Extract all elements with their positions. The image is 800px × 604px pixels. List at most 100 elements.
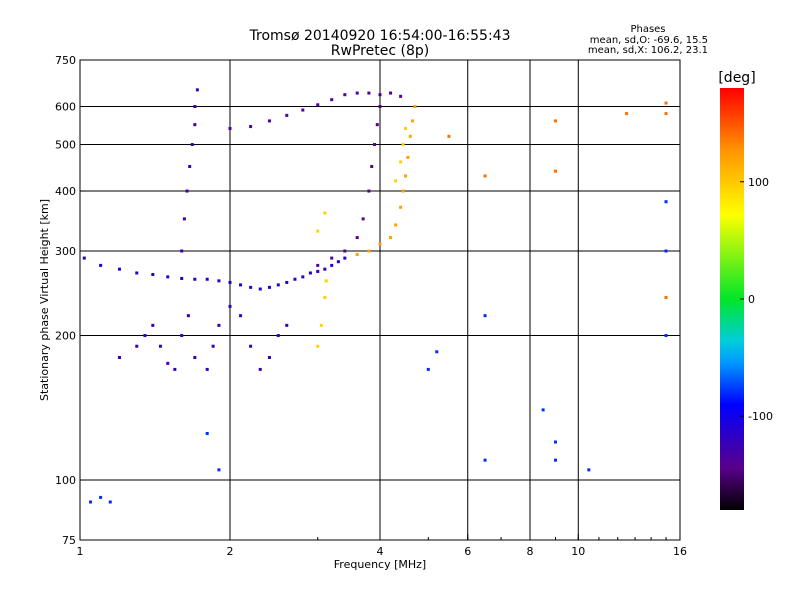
- data-point: [301, 275, 305, 279]
- data-point: [249, 344, 253, 348]
- x-tick-label: 4: [377, 545, 384, 558]
- data-point: [316, 269, 320, 273]
- data-point: [355, 91, 359, 95]
- data-point: [361, 217, 365, 221]
- data-points: [82, 88, 668, 504]
- data-point: [399, 94, 403, 98]
- data-point: [367, 249, 371, 253]
- data-point: [587, 468, 591, 472]
- data-point: [258, 287, 262, 291]
- data-point: [389, 91, 393, 95]
- data-point: [180, 249, 184, 253]
- data-point: [285, 113, 289, 117]
- colorbar-tick-label: -100: [748, 410, 773, 423]
- data-point: [394, 179, 398, 183]
- data-point: [308, 271, 312, 275]
- data-point: [367, 189, 371, 193]
- stats-o-mode: mean, sd,O: -69.6, 15.5: [590, 35, 708, 46]
- data-point: [378, 105, 382, 109]
- data-point: [267, 285, 271, 289]
- data-point: [399, 160, 403, 164]
- data-point: [173, 367, 177, 371]
- data-point: [664, 112, 668, 116]
- data-point: [355, 236, 359, 240]
- data-point: [316, 229, 320, 233]
- data-point: [185, 189, 189, 193]
- y-tick-label: 300: [55, 245, 76, 258]
- data-point: [406, 155, 410, 159]
- data-point: [135, 271, 139, 275]
- y-tick-label: 100: [55, 474, 76, 487]
- data-point: [182, 217, 186, 221]
- data-point: [355, 253, 359, 257]
- data-point: [343, 256, 347, 260]
- colorbar-tick-label: 100: [748, 176, 769, 189]
- data-point: [276, 283, 280, 287]
- data-point: [323, 267, 327, 271]
- data-point: [89, 500, 93, 504]
- data-point: [158, 344, 162, 348]
- data-point: [285, 280, 289, 284]
- data-point: [408, 134, 412, 138]
- y-axis: 75 100 200 300 400 500 600 750: [55, 54, 86, 547]
- data-point: [166, 275, 170, 279]
- plot-area: [79, 59, 681, 541]
- x-axis: 1 2 4 6 8 10 16: [77, 534, 687, 558]
- data-point: [217, 323, 221, 327]
- data-point: [399, 205, 403, 209]
- data-point: [370, 164, 374, 168]
- data-point: [258, 367, 262, 371]
- data-point: [239, 314, 243, 318]
- data-point: [193, 105, 197, 109]
- data-point: [301, 108, 305, 112]
- data-point: [541, 408, 545, 412]
- data-point: [151, 323, 155, 327]
- data-point: [108, 500, 112, 504]
- y-tick-label: 200: [55, 330, 76, 343]
- data-point: [267, 355, 271, 359]
- data-point: [228, 280, 232, 284]
- data-point: [483, 314, 487, 318]
- x-tick-label: 2: [227, 545, 234, 558]
- data-point: [186, 314, 190, 318]
- data-point: [117, 267, 121, 271]
- data-point: [239, 283, 243, 287]
- data-point: [403, 126, 407, 130]
- data-point: [664, 334, 668, 338]
- data-point: [249, 125, 253, 129]
- data-point: [99, 495, 103, 499]
- data-point: [553, 458, 557, 462]
- data-point: [625, 112, 629, 116]
- data-point: [217, 468, 221, 472]
- data-point: [367, 91, 371, 95]
- x-tick-label: 8: [527, 545, 534, 558]
- y-tick-label: 500: [55, 139, 76, 152]
- data-point: [336, 260, 340, 264]
- data-point: [394, 223, 398, 227]
- data-point: [316, 344, 320, 348]
- data-point: [375, 123, 379, 127]
- data-point: [228, 126, 232, 130]
- data-point: [188, 164, 192, 168]
- data-point: [205, 432, 209, 436]
- data-point: [316, 263, 320, 267]
- y-axis-label: Stationary phase Virtual Height [km]: [38, 199, 51, 401]
- x-tick-label: 6: [464, 545, 471, 558]
- data-point: [285, 323, 289, 327]
- data-point: [319, 323, 323, 327]
- chart-subtitle: RwPretec (8p): [331, 43, 429, 59]
- data-point: [249, 285, 253, 289]
- data-point: [378, 93, 382, 97]
- data-point: [267, 119, 271, 123]
- stats-x-mode: mean, sd,X: 106.2, 23.1: [588, 45, 708, 56]
- x-tick-label: 10: [571, 545, 585, 558]
- data-point: [195, 88, 199, 92]
- data-point: [190, 143, 194, 147]
- data-point: [389, 236, 393, 240]
- y-tick-label: 600: [55, 101, 76, 114]
- data-point: [323, 296, 327, 300]
- data-point: [401, 143, 405, 147]
- x-axis-label: Frequency [MHz]: [334, 558, 426, 571]
- data-point: [373, 143, 377, 147]
